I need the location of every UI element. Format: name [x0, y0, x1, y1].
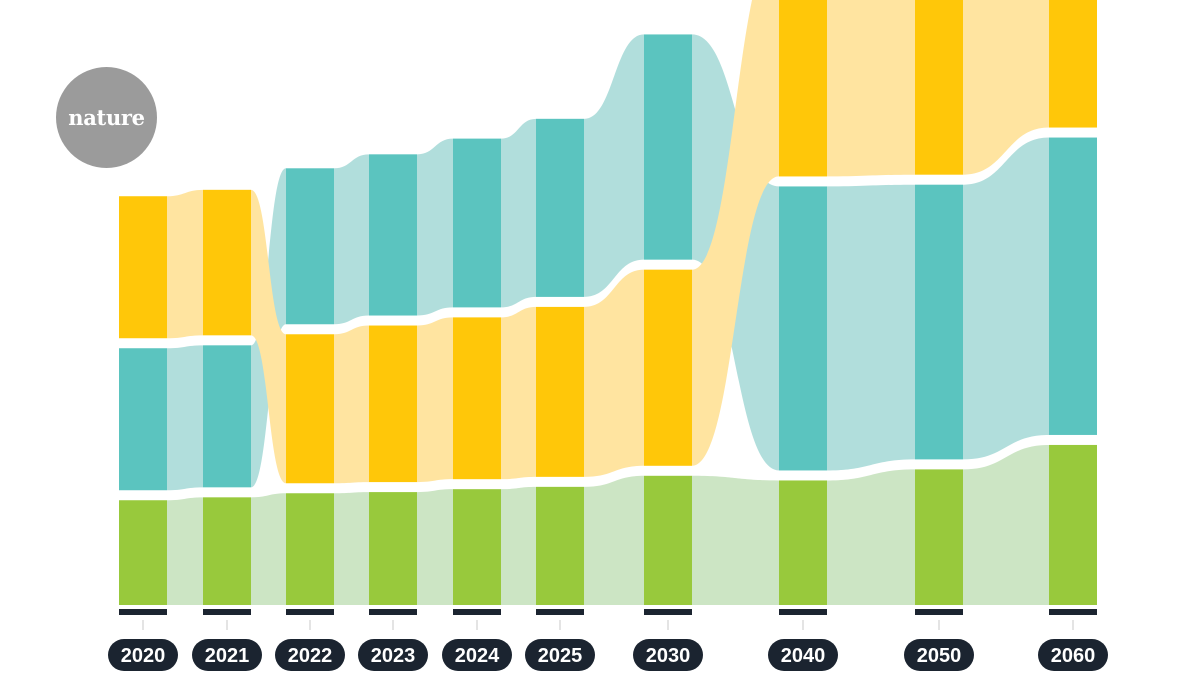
tick-bar-2050	[915, 609, 963, 615]
band-teal-2022-2023	[334, 154, 369, 325]
bar-teal-2040	[779, 186, 827, 471]
bar-yellow-2030	[644, 269, 692, 466]
band-yellow-2030-2040	[692, 0, 779, 466]
band-green-2040-2050	[827, 469, 915, 605]
band-green-2023-2024	[417, 489, 453, 605]
year-pill-2022	[275, 639, 345, 671]
year-label-2022: 2022	[288, 645, 333, 667]
band-yellow-2024-2025	[501, 306, 536, 480]
nature-logo: nature	[56, 67, 157, 168]
band-yellow-2023-2024	[417, 317, 453, 483]
band-yellow-2021-2022	[251, 189, 286, 484]
year-pill-2050	[904, 639, 974, 671]
bar-yellow-2025	[536, 306, 584, 477]
year-label-2020: 2020	[121, 645, 166, 667]
bar-green-2030	[644, 475, 692, 605]
bar-teal-2024	[453, 138, 501, 308]
tick-bar-2025	[536, 609, 584, 615]
bar-teal-2050	[915, 184, 963, 460]
band-green-2020-2021	[167, 497, 203, 605]
band-yellow-2025-2030	[584, 269, 644, 477]
band-green-2024-2025	[501, 486, 536, 605]
flow-bands	[167, 0, 1049, 605]
bar-green-2023	[369, 492, 417, 605]
x-axis: 2020 2021 2022 2023 2024 2025 2030 2040 2050 2060	[108, 609, 1108, 671]
band-teal-2025-2030	[584, 34, 644, 297]
band-green-2030-2040	[692, 475, 779, 605]
bar-green-2040	[779, 480, 827, 605]
band-teal-2023-2024	[417, 138, 453, 316]
band-yellow-2020-2021	[167, 189, 203, 339]
bar-green-2022	[286, 493, 334, 605]
bar-teal-2060	[1049, 137, 1097, 435]
year-pill-2025	[525, 639, 595, 671]
tick-bar-2021	[203, 609, 251, 615]
band-green-2050-2060	[963, 444, 1049, 605]
band-yellow-2022-2023	[334, 325, 369, 484]
year-label-2030: 2030	[646, 645, 691, 667]
bar-green-2021	[203, 497, 251, 605]
year-label-2040: 2040	[781, 645, 826, 667]
year-pill-2021	[192, 639, 262, 671]
bar-green-2020	[119, 500, 167, 605]
tick-bar-2030	[644, 609, 692, 615]
tick-bar-2060	[1049, 609, 1097, 615]
band-green-2021-2022	[251, 493, 286, 605]
bar-yellow-2022	[286, 334, 334, 484]
bar-yellow-2024	[453, 317, 501, 480]
bar-teal-2021	[203, 345, 251, 488]
year-label-2060: 2060	[1051, 645, 1096, 667]
year-pill-2023	[358, 639, 428, 671]
logo-text: nature	[68, 105, 145, 130]
year-label-2050: 2050	[917, 645, 962, 667]
year-pill-2020	[108, 639, 178, 671]
bar-teal-2022	[286, 168, 334, 325]
band-teal-2040-2050	[827, 184, 915, 471]
bar-yellow-2040	[779, 0, 827, 177]
bar-yellow-2023	[369, 325, 417, 483]
band-teal-2020-2021	[167, 345, 203, 491]
year-pill-2030	[633, 639, 703, 671]
bar-yellow-2050	[915, 0, 963, 175]
band-yellow-2050-2060	[963, 0, 1049, 175]
year-label-2025: 2025	[538, 645, 583, 667]
tick-bar-2040	[779, 609, 827, 615]
bar-yellow-2060	[1049, 0, 1097, 128]
bar-teal-2025	[536, 118, 584, 297]
tick-bar-2020	[119, 609, 167, 615]
band-teal-2024-2025	[501, 118, 536, 308]
band-green-2022-2023	[334, 492, 369, 605]
tick-bar-2024	[453, 609, 501, 615]
bar-yellow-2021	[203, 189, 251, 336]
year-label-2023: 2023	[371, 645, 416, 667]
bar-green-2060	[1049, 444, 1097, 605]
tick-bar-2023	[369, 609, 417, 615]
band-yellow-2040-2050	[827, 0, 915, 177]
bar-yellow-2020	[119, 196, 167, 339]
bars	[119, 0, 1097, 605]
bar-green-2025	[536, 486, 584, 605]
band-teal-2050-2060	[963, 137, 1049, 460]
year-label-2024: 2024	[455, 645, 500, 667]
year-pill-2024	[442, 639, 512, 671]
band-green-2025-2030	[584, 475, 644, 605]
year-pill-2040	[768, 639, 838, 671]
year-pill-2060	[1038, 639, 1108, 671]
bar-teal-2030	[644, 34, 692, 260]
bar-green-2050	[915, 469, 963, 605]
year-label-2021: 2021	[205, 645, 250, 667]
bar-teal-2023	[369, 154, 417, 316]
bar-green-2024	[453, 489, 501, 605]
tick-bar-2022	[286, 609, 334, 615]
bar-teal-2020	[119, 348, 167, 491]
